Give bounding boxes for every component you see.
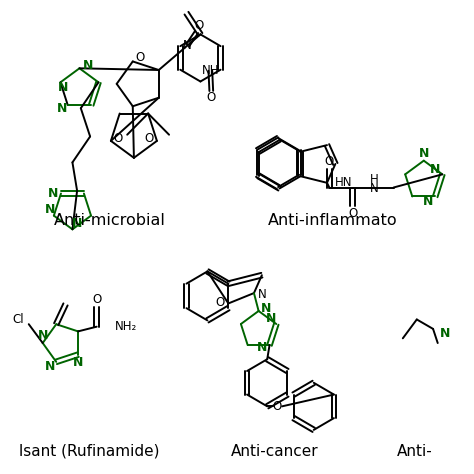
Text: N: N <box>370 182 378 195</box>
Text: N: N <box>261 302 271 315</box>
Text: N: N <box>258 288 267 301</box>
Text: N: N <box>45 203 55 216</box>
Text: Cl: Cl <box>13 313 24 326</box>
Text: HN: HN <box>335 176 353 189</box>
Text: O: O <box>145 132 154 145</box>
Text: N: N <box>47 187 58 200</box>
Text: N: N <box>423 195 433 208</box>
Text: Anti-cancer: Anti-cancer <box>231 444 319 459</box>
Text: O: O <box>92 293 101 306</box>
Text: N: N <box>430 163 440 176</box>
Text: O: O <box>114 132 123 145</box>
Text: NH: NH <box>201 64 219 77</box>
Text: Anti-: Anti- <box>397 444 432 459</box>
Text: lsant (Rufinamide): lsant (Rufinamide) <box>18 444 159 459</box>
Text: N: N <box>419 146 429 160</box>
Text: N: N <box>257 341 267 354</box>
Text: O: O <box>194 19 203 32</box>
Text: N: N <box>57 82 68 94</box>
Text: N: N <box>82 59 93 73</box>
Text: N: N <box>56 102 67 115</box>
Text: N: N <box>265 312 276 325</box>
Text: N: N <box>183 39 192 52</box>
Text: O: O <box>215 295 225 309</box>
Text: O: O <box>273 400 282 413</box>
Text: O: O <box>325 155 334 168</box>
Text: NH₂: NH₂ <box>115 320 137 333</box>
Text: N: N <box>439 327 450 340</box>
Text: N: N <box>37 329 48 342</box>
Text: Anti-microbial: Anti-microbial <box>54 213 165 228</box>
Text: N: N <box>72 217 82 230</box>
Text: N: N <box>45 360 55 373</box>
Text: Anti-inflammato: Anti-inflammato <box>268 213 398 228</box>
Text: H: H <box>370 173 378 185</box>
Text: O: O <box>348 207 357 220</box>
Text: N: N <box>73 356 83 369</box>
Text: O: O <box>207 91 216 104</box>
Text: O: O <box>136 51 145 64</box>
